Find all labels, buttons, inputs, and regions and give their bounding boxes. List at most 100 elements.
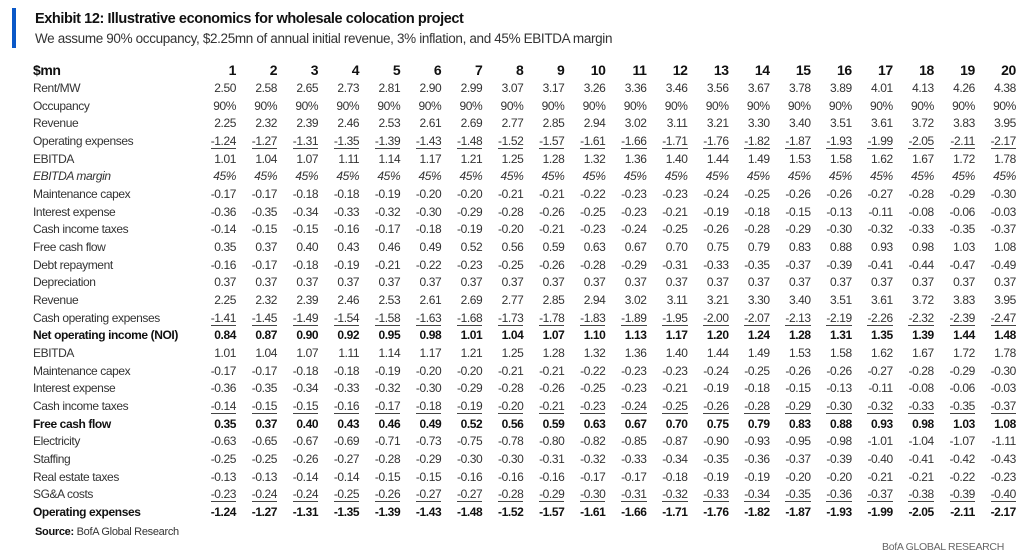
cell-value: -0.33 [908,399,934,415]
cell-value: 1.53 [788,151,811,166]
cell-value: -0.19 [703,381,729,396]
column-header-year: 11 [632,61,647,78]
cell-value: -0.17 [580,469,606,484]
cell-value: -2.13 [785,310,811,326]
cell-value: -0.65 [251,434,278,449]
cell-value: 1.14 [378,151,401,166]
cell-value: 1.72 [953,346,975,361]
table-cell: -2.26 [852,310,893,328]
table-cell: -0.36 [195,204,237,222]
cell-value: 1.07 [542,328,565,343]
cell-value: 0.37 [542,275,565,290]
cell-value: -0.21 [498,363,524,378]
table-cell: 3.40 [770,292,811,310]
table-cell: -0.38 [893,486,934,504]
table-row: Revenue 2.25 2.32 2.39 2.46 2.53 2.61 2.69 2.77 2… [33,292,1016,310]
table-cell: 2.39 [277,115,318,133]
cell-value: -0.15 [785,381,811,396]
table-cell: 3.51 [811,115,852,133]
cell-value: -0.27 [456,487,483,503]
cell-value: 1.24 [747,328,770,343]
table-cell: -0.14 [195,221,237,239]
cell-value: 1.40 [665,151,688,166]
table-cell: 0.35 [195,239,236,257]
table-cell: 3.02 [605,115,647,133]
table-cell: -0.30 [482,451,524,469]
cell-value: -1.71 [662,134,688,150]
cell-value: 1.04 [501,328,524,343]
cell-value: 1.21 [460,151,483,166]
cell-value: -1.87 [785,505,811,520]
cell-value: -1.41 [210,310,237,326]
cell-value: 90% [254,98,278,113]
table-cell: 3.11 [647,115,688,133]
table-cell: -0.15 [236,398,277,416]
column-header-year: 6 [433,61,442,78]
cell-value: 3.95 [994,116,1016,131]
cell-value: 3.30 [747,116,770,131]
cell-value: 2.69 [460,293,483,308]
table-cell: -0.24 [688,363,729,381]
table-row: Debt repayment -0.16 -0.17 -0.18 -0.19 -0.21-… [33,257,1016,275]
table-cell: 1.36 [605,151,647,169]
table-cell: 0.46 [359,416,400,434]
cell-value: -2.39 [949,310,975,326]
cell-value: 0.37 [953,275,975,290]
table-cell: 1.14 [359,345,400,363]
cell-value: 1.44 [706,151,729,166]
cell-value: -0.20 [415,363,442,378]
cell-value: 2.39 [296,293,319,308]
cell-value: 1.44 [953,328,975,343]
cell-value: 1.10 [583,328,606,343]
table-cell: 90% [359,98,400,116]
table-cell: 1.01 [195,151,236,169]
cell-value: -0.25 [662,399,688,415]
cell-value: -2.00 [703,310,729,326]
cell-value: -0.29 [949,187,976,202]
table-cell: -0.29 [770,398,811,416]
cell-value: -0.19 [744,469,770,484]
table-cell: 2.65 [277,80,318,98]
cell-value: -0.30 [990,187,1017,202]
cell-value: 0.98 [912,416,934,431]
cell-value: -0.30 [415,204,442,219]
table-cell: 45% [688,168,729,186]
cell-value: -1.04 [908,434,934,449]
table-cell: 0.98 [893,416,934,434]
table-cell: -0.25 [564,204,606,222]
cell-value: -1.87 [785,134,811,150]
cell-value: -1.83 [580,310,606,326]
table-cell: -2.13 [770,310,811,328]
cell-value: 4.01 [871,81,893,95]
cell-value: -1.71 [662,505,688,520]
cell-value: -0.23 [580,399,606,415]
table-cell: 0.75 [688,416,729,434]
cell-value: -0.39 [949,487,975,503]
table-cell: -0.35 [236,380,278,398]
table-cell: 1.67 [893,345,934,363]
cell-value: -1.89 [621,310,647,326]
column-header-year: 16 [836,61,852,78]
table-cell: -1.24 [195,504,237,522]
table-cell: 1.58 [811,345,852,363]
cell-value: 45% [787,169,811,184]
row-label: Maintenance capex [33,363,131,378]
table-cell: -0.19 [359,186,401,204]
table-cell: 1.44 [688,151,729,169]
cell-value: 1.11 [338,346,360,361]
table-cell: -0.29 [934,363,976,381]
cell-value: -0.21 [662,204,688,219]
cell-value: 0.37 [912,275,934,290]
table-cell: 3.36 [605,80,647,98]
table-cell: -0.18 [647,469,688,487]
table-cell: 0.52 [441,239,483,257]
cell-value: -0.33 [333,381,360,396]
table-cell: -0.26 [277,451,319,469]
table-cell: -0.14 [318,469,360,487]
cell-value: -0.20 [826,469,852,484]
cell-value: 3.51 [829,293,852,308]
cell-value: -0.28 [498,381,524,396]
cell-value: -0.32 [867,222,893,237]
row-label: Operating expenses [33,134,134,149]
table-cell: -0.15 [770,380,811,398]
